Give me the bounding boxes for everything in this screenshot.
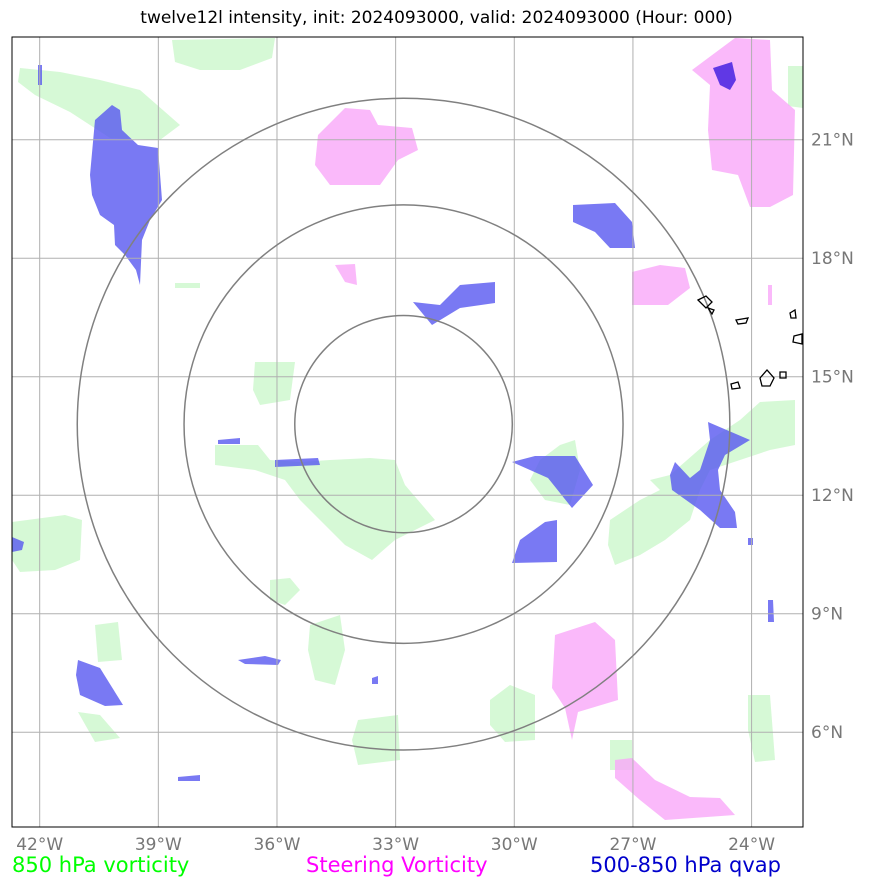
vort850-region (175, 283, 200, 288)
latitude-tick-label: 9°N (811, 605, 843, 625)
qvap-region (218, 438, 240, 444)
island-outline (789, 308, 797, 319)
vort850-region (788, 66, 803, 108)
latitude-tick-label: 12°N (811, 486, 854, 506)
steering-region (615, 758, 735, 820)
latitude-tick-label: 18°N (811, 249, 854, 269)
qvap-region (670, 422, 750, 528)
longitude-tick-label: 24°W (728, 835, 775, 855)
vort850-region (748, 695, 775, 762)
qvap-region (178, 775, 200, 781)
qvap-region (90, 105, 162, 285)
steering-vorticity-layer (315, 38, 795, 820)
legend-qvap: 500-850 hPa qvap (590, 853, 781, 877)
steering-region (632, 265, 690, 305)
plot-title: twelve12l intensity, init: 2024093000, v… (140, 8, 733, 28)
steering-region (768, 285, 772, 305)
vort850-region (18, 68, 180, 140)
legend-steering-vorticity: Steering Vorticity (306, 853, 488, 877)
vort850-region (78, 712, 120, 742)
qvap-region (768, 600, 774, 622)
longitude-tick-label: 30°W (491, 835, 538, 855)
vort850-region (95, 622, 122, 662)
longitude-tick-label: 27°W (609, 835, 656, 855)
steering-region (335, 264, 357, 285)
island-outline (706, 306, 715, 316)
qvap-region (748, 538, 753, 545)
qvap-region (573, 203, 635, 248)
coastline-islands (696, 295, 803, 390)
vort850-region (490, 685, 535, 742)
island-outline (792, 333, 803, 345)
longitude-tick-label: 33°W (372, 835, 419, 855)
vort850-region (12, 515, 82, 572)
qvap-layer (12, 62, 774, 781)
steering-region (552, 622, 618, 740)
range-ring (294, 314, 514, 534)
range-ring (76, 97, 731, 751)
qvap-region (238, 656, 281, 665)
latitude-tick-label: 6°N (811, 723, 843, 743)
vort850-region (215, 445, 435, 560)
qvap-region (413, 282, 495, 325)
axis-tick-labels: 42°W 39°W 36°W 33°W 30°W 27°W 24°W 6°N 9°N 12°N 15… (16, 131, 854, 855)
island-outline (696, 295, 713, 309)
map-frame (11, 36, 804, 828)
gridlines (12, 37, 803, 827)
steering-region (692, 38, 795, 207)
vort850-region (253, 362, 295, 405)
island-outline (730, 381, 741, 390)
range-rings (76, 97, 731, 751)
qvap-region (76, 660, 123, 706)
island-outline (779, 371, 787, 379)
longitude-tick-label: 39°W (135, 835, 182, 855)
longitude-tick-label: 42°W (16, 835, 63, 855)
legend-850-vorticity: 850 hPa vorticity (12, 853, 190, 877)
vort850-region (172, 38, 275, 70)
island-outline (735, 317, 750, 325)
qvap-region (275, 458, 320, 467)
vort850-region (352, 715, 400, 765)
qvap-region (12, 537, 24, 552)
vort850-region (270, 578, 300, 605)
range-ring (183, 204, 624, 645)
latitude-tick-label: 21°N (811, 131, 854, 151)
qvap-region (372, 676, 378, 684)
qvap-region (713, 62, 736, 90)
steering-region (315, 108, 418, 185)
qvap-region (512, 520, 557, 563)
longitude-tick-label: 36°W (254, 835, 301, 855)
vort850-region (308, 615, 345, 685)
latitude-tick-label: 15°N (811, 368, 854, 388)
island-outline (759, 369, 775, 387)
